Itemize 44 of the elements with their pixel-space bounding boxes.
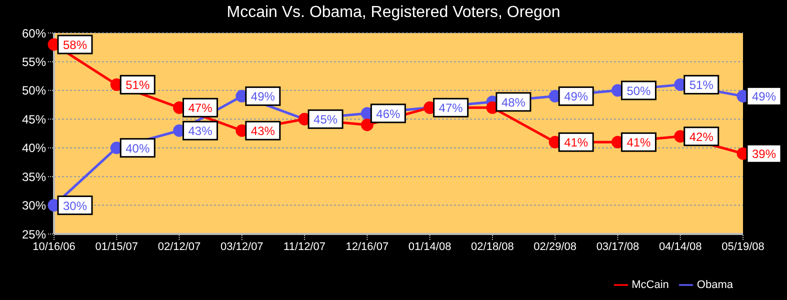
data-label: 42% [689,130,714,144]
x-tick-label: 05/19/08 [722,240,764,253]
x-tick-label: 02/18/08 [471,240,514,253]
data-label: 58% [62,38,88,52]
data-label: 39% [752,147,776,162]
data-label: 45% [314,112,338,127]
y-tick-label: 45% [22,112,46,126]
data-label: 51% [126,78,150,92]
data-label: 47% [188,101,213,116]
x-tick-label: 02/12/07 [158,240,201,253]
x-tick-label: 03/12/07 [220,240,264,253]
x-tick-label: 02/29/08 [534,240,577,253]
data-label: 47% [438,101,464,116]
data-label: 48% [501,95,526,110]
data-label: 41% [626,136,652,150]
y-tick-label: 60% [22,26,46,40]
data-label: 30% [62,198,88,213]
chart-title: Mccain Vs. Obama, Registered Voters, Oregon [226,4,562,22]
data-label: 41% [564,136,588,150]
x-tick-label: 01/15/07 [95,240,138,253]
legend-label: McCain [632,278,669,291]
legend-label: Obama [696,278,733,291]
x-tick-label: 11/12/07 [284,240,326,253]
x-tick-label: 12/16/07 [346,240,389,253]
data-label: 49% [250,90,276,104]
data-label: 46% [376,106,401,121]
data-label: 49% [752,90,776,104]
x-tick-label: 10/16/06 [32,240,76,253]
data-label: 50% [626,84,652,98]
data-label: 49% [564,90,588,104]
x-tick-label: 01/14/08 [408,240,452,253]
x-tick-label: 04/14/08 [658,240,702,253]
y-tick-label: 40% [22,141,46,156]
y-tick-label: 55% [22,54,46,69]
y-tick-label: 30% [22,198,46,213]
y-tick-label: 35% [22,170,46,184]
data-label: 51% [689,78,714,92]
y-tick-label: 50% [22,84,46,98]
data-label: 43% [188,124,213,138]
data-label: 43% [250,124,276,138]
x-tick-label: 03/17/08 [596,240,640,253]
point [360,118,374,132]
y-tick-label: 25% [22,227,46,242]
data-label: 40% [126,141,150,156]
